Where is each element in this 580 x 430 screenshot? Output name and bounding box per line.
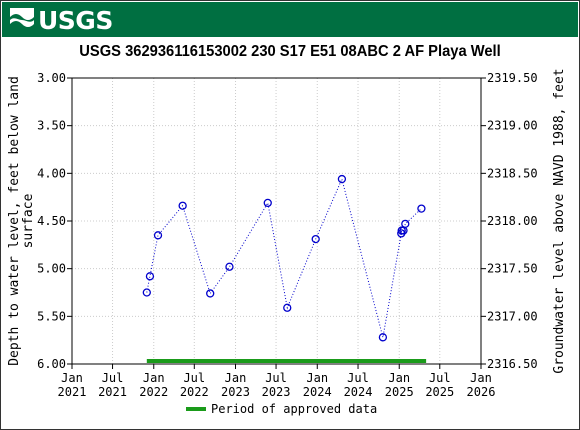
y2-tick-label: 2317.00 [487,309,538,323]
data-point [417,204,426,213]
x-tick-label: 2026 [467,385,496,399]
y-tick-label: 4.00 [37,166,66,180]
chart-title: USGS 362936116153002 230 S17 E51 08ABC 2… [79,43,501,60]
x-tick-label: 2025 [385,385,414,399]
y2-tick-label: 2317.50 [487,262,538,276]
x-tick-label: 2024 [303,385,332,399]
data-point [311,234,320,244]
x-tick-label: Jul [265,371,287,385]
y2-tick-label: 2318.00 [487,214,538,228]
data-point [401,219,410,229]
data-point [378,333,388,342]
x-tick-label: Jul [183,371,205,385]
y2-tick-label: 2318.50 [487,166,538,180]
x-tick-label: 2023 [221,385,250,399]
y2-tick-label: 2316.50 [487,357,538,371]
data-point [206,289,215,298]
x-tick-label: Jul [347,371,369,385]
x-tick-label: 2022 [139,385,168,399]
y-tick-label: 6.00 [37,357,66,371]
x-tick-label: Jan [225,371,247,385]
data-point [225,262,234,271]
x-tick-label: 2023 [262,385,291,399]
legend-swatch [186,407,206,411]
usgs-banner: USGS [2,2,578,37]
data-point [145,272,155,281]
x-tick-label: Jul [429,371,451,385]
y-tick-label: 4.50 [37,214,66,228]
x-tick-label: 2021 [58,385,87,399]
usgs-logo-text: USGS [38,5,113,35]
y-tick-label: 5.00 [37,262,66,276]
legend-label: Period of approved data [211,402,377,416]
data-point [153,231,163,240]
y-tick-label: 5.50 [37,309,66,323]
y-tick-label: 3.50 [37,119,66,133]
x-tick-label: 2024 [344,385,373,399]
x-tick-label: 2022 [180,385,209,399]
data-point [337,174,347,184]
x-tick-label: Jan [306,371,328,385]
series-line [146,177,422,338]
y2-tick-label: 2319.50 [487,71,538,85]
data-point [283,303,292,312]
y-tick-label: 3.00 [37,71,66,85]
x-tick-label: 2021 [98,385,127,399]
y2-tick-label: 2319.00 [487,119,538,133]
y2-axis-label: Groundwater level above NAVD 1988, feet [552,68,567,373]
data-point [178,201,187,210]
x-tick-label: Jan [143,371,165,385]
x-tick-label: 2025 [425,385,454,399]
approved-period-bar [146,359,427,363]
y-axis-label: surface [21,193,36,248]
y-axis-label: Depth to water level, feet below land [7,76,22,366]
data-point [263,198,272,208]
x-tick-label: Jan [61,371,83,385]
usgs-logo: USGS [10,5,113,35]
x-tick-label: Jan [470,371,492,385]
usgs-wave-icon [10,8,34,32]
x-tick-label: Jul [102,371,124,385]
x-tick-label: Jan [388,371,410,385]
data-point [142,288,151,297]
